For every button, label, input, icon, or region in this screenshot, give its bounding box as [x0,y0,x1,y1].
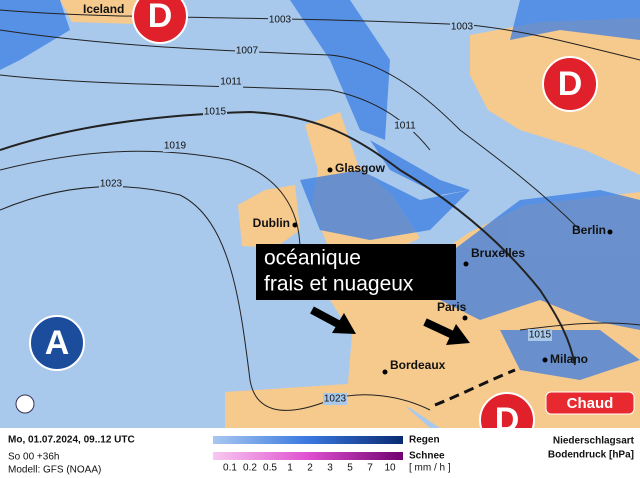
scale-label: 10 [384,463,396,474]
isobar-label: 1003 [451,22,474,33]
rain-scale [213,436,403,444]
isobar-label-bg [268,14,292,26]
isobar-label: 1023 [324,394,347,405]
scale-label: 2 [307,463,313,474]
legend-rain: Regen [409,435,440,446]
city-dot [463,261,469,267]
place-label: Paris [437,300,467,314]
callout: océanique frais et nuageux [256,244,470,345]
pressure-letter: D [148,0,173,35]
arrow [423,318,457,340]
type-label: Niederschlagsart [553,436,635,447]
callout-line: océanique [264,247,361,270]
place-label: Bruxelles [471,246,525,260]
scale-label: 0.2 [243,463,257,474]
isobar-label-bg [99,178,123,190]
place-label: Dublin [253,216,290,230]
pressure-letter: A [45,324,70,362]
isobar-label: 1007 [236,46,259,57]
badge-text: Chaud [567,395,614,412]
city-dot [327,167,333,173]
city-dot [382,369,388,375]
isobar-label: 1015 [529,330,552,341]
model: Modell: GFS (NOAA) [8,465,101,476]
callout-line: frais et nuageux [264,273,414,296]
isobar-label: 1011 [220,77,242,88]
isobar-label-bg [235,45,259,57]
city-dot [292,222,298,228]
scale-label: 0.5 [263,463,277,474]
place-label: Glasgow [335,161,386,175]
pressure-system [542,56,598,112]
pressure-system [132,0,188,44]
callout-box [256,244,456,300]
scale-label: 0.1 [223,463,237,474]
scale-label: 7 [367,463,373,474]
isobar-label-bg [528,329,552,341]
arrow-head [332,313,356,334]
arrow-head [446,324,470,345]
isobar-label-bg [203,106,227,118]
pressure-label: Bodendruck [hPa] [548,450,634,461]
city-dot [607,229,613,235]
badge [545,391,635,415]
precipitation [0,0,640,380]
isobar-label: 1011 [394,121,416,132]
arrow [310,306,342,329]
snow-scale [213,452,403,460]
scale-labels: 0.1 0.2 0.5 1 2 3 5 7 10 [223,463,396,474]
place-label: Milano [550,352,588,366]
place-label: Berlin [572,223,606,237]
logo [15,394,35,414]
isobar-label: 1015 [204,107,227,118]
run: So 00 +36h [8,452,59,463]
place-label: Bordeaux [390,358,446,372]
isobar-label-bg [163,140,187,152]
scale-label: 5 [347,463,353,474]
pressure-letter: D [558,65,583,103]
place-label: Iceland [83,2,124,16]
pressure-system [29,315,85,371]
isobar-label-bg [393,120,417,132]
date: Mo, 01.07.2024, 09..12 UTC [8,435,135,446]
isobar-label: 1019 [164,141,187,152]
front [434,368,516,407]
isobar-label-bg [219,76,243,88]
isobar-label: 1003 [269,15,292,26]
city-dot [462,315,468,321]
isobar-label-bg [450,21,474,33]
city-dot [542,357,548,363]
unit: [ mm / h ] [409,463,451,474]
isobar-label-bg [323,393,347,405]
scale-label: 3 [327,463,333,474]
scale-label: 1 [287,463,293,474]
legend-snow: Schnee [409,451,445,462]
isobar-label: 1023 [100,179,123,190]
